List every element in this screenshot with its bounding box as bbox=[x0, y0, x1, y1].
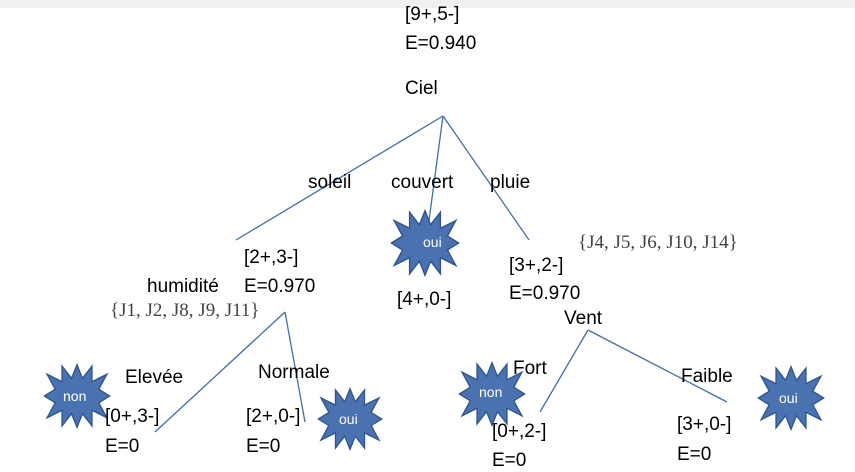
soleil-attribute: humidité bbox=[147, 276, 219, 297]
normale-counts: [2+,0-] bbox=[246, 406, 301, 427]
normale-entropy: E=0 bbox=[246, 436, 281, 457]
edge-ciel-pluie bbox=[442, 115, 530, 241]
root-counts: [9+,5-] bbox=[405, 4, 460, 25]
faible-counts: [3+,0-] bbox=[677, 414, 732, 435]
edge-humidite-elevee bbox=[154, 311, 286, 433]
branch-pluie: pluie bbox=[490, 172, 531, 193]
edge-ciel-couvert bbox=[427, 115, 444, 229]
soleil-counts: [2+,3-] bbox=[244, 247, 299, 268]
elevee-entropy: E=0 bbox=[105, 436, 140, 457]
elevee-star-shape bbox=[43, 362, 111, 430]
fort-decision: non bbox=[479, 384, 503, 400]
elevee-counts: [0+,3-] bbox=[105, 406, 160, 427]
edge-vent-fort bbox=[539, 329, 589, 413]
fort-entropy: E=0 bbox=[492, 450, 527, 471]
soleil-entropy: E=0.970 bbox=[244, 276, 316, 297]
faible-star-shape bbox=[757, 364, 825, 432]
couvert-star-shape bbox=[390, 208, 460, 278]
pluie-entropy: E=0.970 bbox=[509, 283, 581, 304]
soleil-set: {J1, J2, J8, J9, J11} bbox=[110, 300, 260, 321]
elevee-decision: non bbox=[63, 388, 87, 404]
normale-decision: oui bbox=[339, 411, 358, 427]
root-entropy: E=0.940 bbox=[405, 33, 477, 54]
faible-decision: oui bbox=[779, 390, 798, 406]
root-attribute: Ciel bbox=[405, 78, 438, 99]
edge-ciel-soleil bbox=[235, 115, 444, 241]
fort-star-shape bbox=[458, 360, 526, 428]
branch-couvert: couvert bbox=[391, 172, 454, 193]
normale-branch: Normale bbox=[258, 362, 330, 383]
edge-humidite-normale bbox=[284, 311, 306, 423]
edge-vent-faible bbox=[587, 329, 728, 403]
fort-counts: [0+,2-] bbox=[492, 421, 547, 442]
fort-branch: Fort bbox=[513, 358, 547, 379]
couvert-decision: oui bbox=[423, 234, 442, 250]
pluie-set: {J4, J5, J6, J10, J14} bbox=[578, 232, 738, 253]
faible-branch: Faible bbox=[681, 366, 733, 387]
couvert-counts: [4+,0-] bbox=[397, 289, 452, 310]
top-strip bbox=[0, 0, 855, 8]
elevee-branch: Elevée bbox=[125, 367, 184, 388]
pluie-attribute: Vent bbox=[564, 308, 603, 329]
normale-star-shape bbox=[317, 386, 383, 452]
branch-soleil: soleil bbox=[308, 172, 352, 193]
faible-entropy: E=0 bbox=[677, 444, 712, 465]
pluie-counts: [3+,2-] bbox=[509, 255, 564, 276]
